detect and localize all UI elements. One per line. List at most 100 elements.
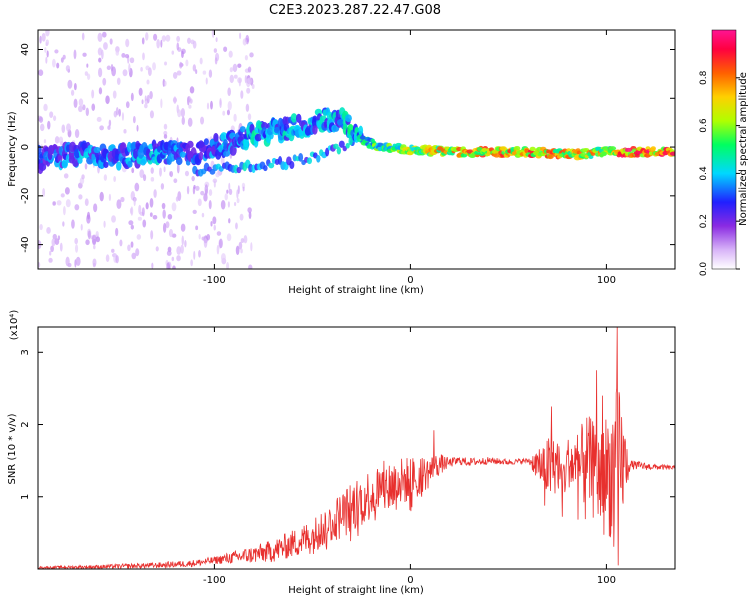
- spectrogram-speckle: [160, 183, 165, 190]
- spectrogram-speckle: [74, 204, 80, 211]
- spectrogram-speckle: [226, 189, 229, 194]
- spectrogram-speckle: [45, 39, 50, 46]
- spectrogram-speckle: [50, 245, 54, 253]
- spectrogram-speckle: [212, 216, 217, 225]
- spectrogram-ridge-blob: [137, 147, 145, 159]
- spectrogram-speckle: [191, 175, 195, 182]
- spectrogram-speckle: [213, 48, 218, 53]
- y-tick-label: -40: [20, 236, 31, 252]
- spectrogram-speckle: [141, 37, 145, 45]
- x-tick-label: 0: [407, 275, 413, 286]
- spectrogram-speckle: [167, 213, 173, 220]
- x-tick-label: 0: [407, 575, 413, 586]
- spectrogram-speckle: [197, 198, 202, 207]
- spectrogram-speckle: [235, 245, 240, 256]
- spectrogram-speckle: [195, 69, 198, 74]
- spectrogram-speckle: [216, 244, 220, 255]
- spectrogram-speckle: [46, 50, 49, 58]
- spectrogram-speckle: [106, 65, 111, 71]
- spectrogram-speckle: [65, 199, 71, 208]
- spectrogram-speckle: [193, 250, 196, 260]
- spectrogram-speckle: [187, 37, 191, 44]
- spectrogram-speckle: [160, 98, 163, 109]
- spectrogram-speckle: [198, 250, 201, 258]
- spectrogram-speckle: [38, 69, 44, 76]
- spectrogram-speckle: [139, 169, 145, 179]
- spectrogram-speckle: [133, 197, 136, 207]
- colorbar-label: Normalized spectral amplitude: [738, 72, 749, 226]
- y-tick-label: 1: [20, 494, 31, 500]
- spectrogram-speckle: [127, 244, 131, 252]
- spectrogram-speckle: [96, 116, 102, 123]
- spectrogram-speckle: [166, 262, 171, 269]
- spectrogram-speckle: [243, 235, 248, 244]
- y-tick-label: 2: [20, 421, 31, 427]
- spectrogram-speckle: [240, 248, 243, 254]
- spectrogram-speckle: [238, 241, 243, 250]
- spectrogram-speckle: [228, 218, 231, 224]
- spectrogram-speckle: [38, 116, 44, 123]
- spectrogram-panel: -100 0 100 -40 -20 0 20 40 Height of straight …: [7, 29, 676, 296]
- spectrogram-speckle: [81, 174, 85, 180]
- y-tick-label: 3: [20, 349, 31, 355]
- spectrogram-branch-blob: [342, 145, 347, 152]
- spectrogram-speckle: [165, 34, 171, 42]
- spectrogram-speckle: [101, 31, 107, 38]
- spectrogram-speckle: [223, 46, 228, 52]
- spectrogram-ridge-blob: [254, 133, 262, 142]
- spectrogram-speckle: [245, 103, 250, 112]
- spectrogram-speckle: [143, 174, 147, 182]
- spectrogram-branch-blob: [263, 165, 268, 172]
- spectrogram-speckle: [60, 57, 64, 63]
- spectrogram-y-ticks: -40 -20 0 20 40: [20, 43, 675, 253]
- spectrogram-speckle: [246, 78, 251, 88]
- spectrogram-speckle: [193, 184, 196, 189]
- spectrogram-speckle: [40, 123, 45, 132]
- spectrogram-speckle: [250, 242, 253, 252]
- spectrogram-speckle: [74, 237, 78, 245]
- spectrogram-branch-blob: [333, 143, 339, 149]
- spectrogram-speckle: [239, 32, 242, 40]
- spectrogram-ridge-blob: [359, 135, 366, 140]
- spectrogram-speckle: [84, 71, 89, 76]
- spectrogram-ridge-blob: [168, 153, 176, 162]
- spectrogram-speckle: [103, 42, 108, 50]
- spectrogram-speckle: [61, 124, 66, 133]
- spectrogram-speckle: [210, 221, 213, 227]
- spectrogram-speckle: [38, 262, 41, 268]
- spectrogram-speckle: [184, 170, 190, 177]
- spectrogram-speckle: [164, 61, 167, 66]
- spectrogram-speckle: [112, 90, 117, 99]
- spectrogram-ridge-blob: [93, 146, 101, 154]
- spectrogram-speckle: [132, 115, 136, 124]
- spectrogram-speckle: [227, 101, 232, 111]
- spectrogram-ridge-blob: [223, 139, 228, 147]
- spectrogram-speckle: [176, 42, 180, 51]
- spectrogram-speckle: [95, 236, 101, 243]
- spectrogram-speckle: [98, 87, 103, 95]
- spectrogram-speckle: [86, 211, 91, 220]
- spectrogram-speckle: [93, 203, 98, 213]
- spectrogram-speckle: [78, 194, 83, 200]
- spectrogram-speckle: [120, 196, 125, 203]
- spectrogram-speckle: [171, 202, 177, 212]
- spectrogram-speckle: [57, 235, 61, 241]
- spectrogram-speckle: [145, 202, 149, 210]
- spectrogram-ridge-blob: [223, 150, 230, 157]
- spectrogram-ridge-blob: [669, 151, 675, 156]
- spectrogram-frame: [37, 29, 676, 270]
- spectrogram-speckle: [187, 95, 191, 103]
- spectrogram-speckle: [146, 94, 150, 104]
- snr-y-multiplier: (x10⁴): [9, 310, 20, 341]
- spectrogram-speckle: [86, 63, 89, 68]
- spectrogram-speckle: [180, 108, 186, 118]
- spectrogram-speckle: [118, 108, 121, 117]
- spectrogram-speckle: [155, 246, 159, 252]
- spectrogram-speckle: [54, 136, 60, 144]
- spectrogram-speckle: [210, 100, 213, 110]
- spectrogram-speckle: [93, 244, 96, 250]
- spectrogram-speckle: [115, 255, 119, 264]
- spectrogram-speckle: [198, 233, 201, 240]
- spectrogram-speckle: [116, 199, 122, 210]
- spectrogram-speckle: [192, 209, 197, 215]
